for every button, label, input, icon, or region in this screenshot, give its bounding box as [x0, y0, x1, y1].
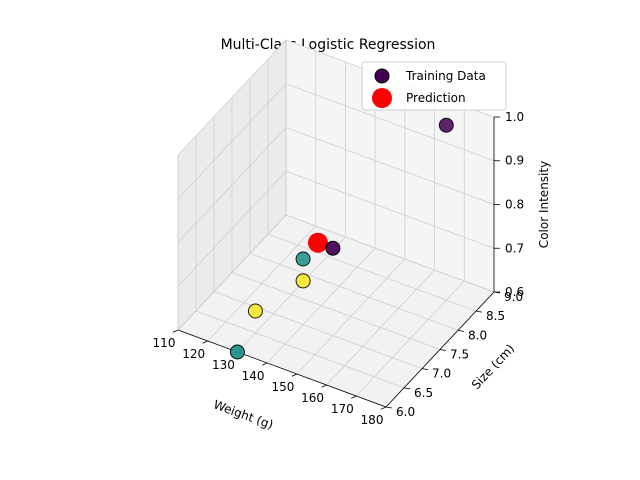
grid-line-y-floor	[213, 291, 423, 370]
x-tick	[351, 395, 357, 399]
y-tick	[385, 406, 393, 409]
grid-line-y-floor	[249, 252, 459, 331]
legend-label-prediction: Prediction	[406, 91, 466, 105]
y-tick	[403, 387, 411, 390]
legend-marker-training	[374, 68, 390, 84]
legend-label-training: Training Data	[405, 69, 486, 83]
grid-line-z-back	[285, 170, 495, 249]
y-tick-label: 8.5	[486, 309, 505, 323]
grid-line-y-floor	[267, 233, 477, 312]
x-axis-label: Weight (g)	[212, 397, 276, 432]
x-tick-label: 130	[212, 358, 235, 372]
x-tick	[261, 362, 268, 366]
z-tick-label: 0.9	[505, 154, 524, 168]
training-point	[247, 303, 263, 319]
grid-line-z-left	[177, 83, 287, 200]
y-tick-label: 6.0	[396, 405, 415, 419]
x-tick-label: 120	[182, 347, 205, 361]
x-tick-label: 140	[242, 369, 265, 383]
y-tick-label: 8.0	[468, 328, 487, 342]
training-point	[295, 251, 311, 267]
y-tick	[421, 368, 429, 371]
x-tick	[291, 373, 298, 377]
grid-line-y-floor	[195, 310, 405, 389]
grid-line-z-back	[285, 127, 495, 205]
z-axis-label: Color Intensity	[537, 161, 551, 248]
z-tick-label: 0.7	[505, 241, 524, 255]
training-point	[438, 117, 454, 133]
x-tick	[380, 406, 387, 410]
y-tick	[439, 349, 447, 351]
grid-line-z-left	[177, 39, 287, 156]
x-tick-label: 150	[271, 380, 294, 394]
chart-title: Multi-Class Logistic Regression	[221, 37, 436, 53]
x-tick-label: 110	[153, 336, 176, 350]
z-tick-label: 1.0	[505, 110, 524, 124]
x-tick-label: 160	[301, 391, 324, 405]
x-tick-label: 170	[331, 402, 354, 416]
y-tick-label: 7.0	[432, 367, 451, 381]
x-tick	[202, 340, 208, 344]
legend: Training Data Prediction	[361, 61, 507, 111]
prediction-point	[308, 232, 328, 253]
z-tick-label: 0.8	[505, 198, 524, 212]
y-tick	[475, 310, 483, 313]
floor-edge	[177, 214, 287, 331]
x-axis-line	[177, 329, 387, 408]
grid-line-z-left	[177, 170, 287, 287]
tick-marks	[172, 116, 501, 410]
x-tick	[321, 384, 327, 388]
y-tick-label: 9.0	[504, 290, 523, 304]
training-point	[325, 240, 341, 256]
y-tick-label: 7.5	[450, 348, 469, 362]
y-tick	[457, 329, 465, 332]
y-tick-label: 6.5	[414, 386, 433, 400]
legend-marker-prediction	[372, 88, 392, 108]
x-tick	[172, 329, 179, 333]
tick-labels: 110 120 130 140 150 160 170 180 6.0 6.5 7.0 7.5 8.0 8…	[153, 110, 525, 427]
grid-line-z-left	[177, 127, 287, 243]
grid-line-y-floor	[231, 272, 441, 350]
training-point	[295, 273, 311, 289]
training-point	[229, 344, 245, 360]
z-tick-label: 0.6	[505, 285, 524, 299]
grid-line-z-back	[285, 214, 495, 293]
grid-line-z-back	[285, 83, 495, 162]
x-tick-label: 180	[361, 413, 384, 427]
legend-box	[361, 61, 507, 111]
y-axis-label: Size (cm)	[469, 341, 518, 392]
data-points	[229, 117, 454, 360]
